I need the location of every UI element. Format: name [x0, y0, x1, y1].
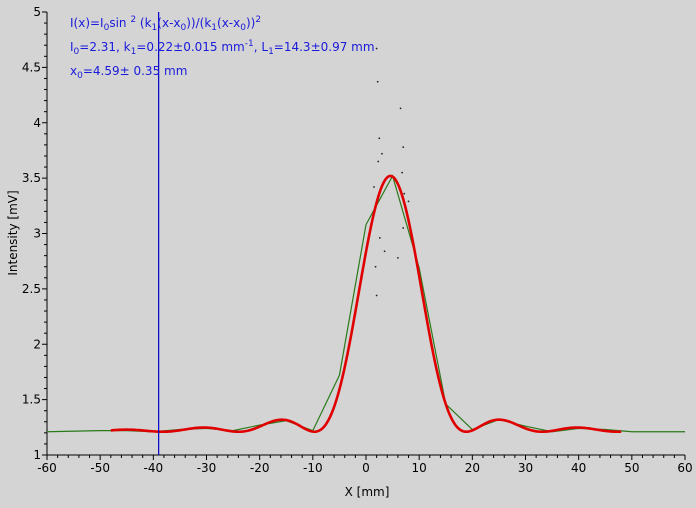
- y-tick-label: 4: [33, 116, 41, 130]
- data-point: [378, 237, 381, 239]
- x-tick-label: 50: [624, 461, 639, 475]
- data-point: [381, 152, 383, 155]
- fit-curve: [110, 174, 622, 434]
- ticks: [42, 11, 686, 460]
- x-tick-label: 10: [412, 461, 427, 475]
- x-tick-label: 30: [518, 461, 533, 475]
- data-point: [399, 107, 402, 110]
- y-tick-label: 2: [33, 337, 41, 351]
- scatter-points: [373, 47, 410, 297]
- fit-formula: I(x)=I0sin 2 (k1(x-x0))/(k1(x-x0))2: [70, 15, 261, 33]
- x-tick-label: -50: [90, 461, 110, 475]
- y-tick-label: 3.5: [22, 171, 41, 185]
- x-tick-label: -20: [250, 461, 270, 475]
- data-point: [397, 256, 399, 259]
- y-tick-label: 1.5: [22, 393, 41, 407]
- data-point: [375, 47, 378, 50]
- data-point: [373, 186, 375, 188]
- y-tick-label: 2.5: [22, 282, 41, 296]
- fit-parameters: I0=2.31, k1=0.22±0.015 mm-1, L1=14.3±0.9…: [70, 39, 375, 57]
- data-point: [376, 80, 379, 83]
- data-point: [375, 294, 378, 297]
- y-tick-label: 5: [33, 5, 41, 19]
- x-tick-label: -10: [303, 461, 323, 475]
- data-point: [402, 227, 405, 229]
- x-tick-label: 40: [571, 461, 586, 475]
- x-tick-label: -40: [144, 461, 164, 475]
- data-point: [377, 160, 380, 163]
- data-point: [378, 137, 381, 140]
- y-tick-label: 1: [33, 448, 41, 462]
- y-tick-label: 4.5: [22, 60, 41, 74]
- data-point: [407, 200, 410, 203]
- x-tick-label: 60: [677, 461, 692, 475]
- data-point: [403, 192, 406, 195]
- data-point: [401, 171, 404, 174]
- y-tick-label: 3: [33, 227, 41, 241]
- fit-center: x0=4.59± 0.35 mm: [70, 64, 187, 81]
- tick-labels: -60 -50 -40 -30 -20 -10 0 10 20 30 40 50 60 1 1.5 2 2.5 3…: [22, 5, 693, 475]
- data-point: [402, 146, 405, 149]
- y-axis-title: Intensity [mV]: [6, 190, 20, 275]
- x-tick-label: -60: [37, 461, 57, 475]
- x-tick-label: 0: [362, 461, 370, 475]
- x-axis-title: X [mm]: [345, 485, 390, 499]
- x-tick-label: -30: [197, 461, 217, 475]
- fit-series: [110, 174, 622, 434]
- data-point: [383, 250, 386, 253]
- x-tick-label: 20: [465, 461, 480, 475]
- data-point: [374, 265, 377, 268]
